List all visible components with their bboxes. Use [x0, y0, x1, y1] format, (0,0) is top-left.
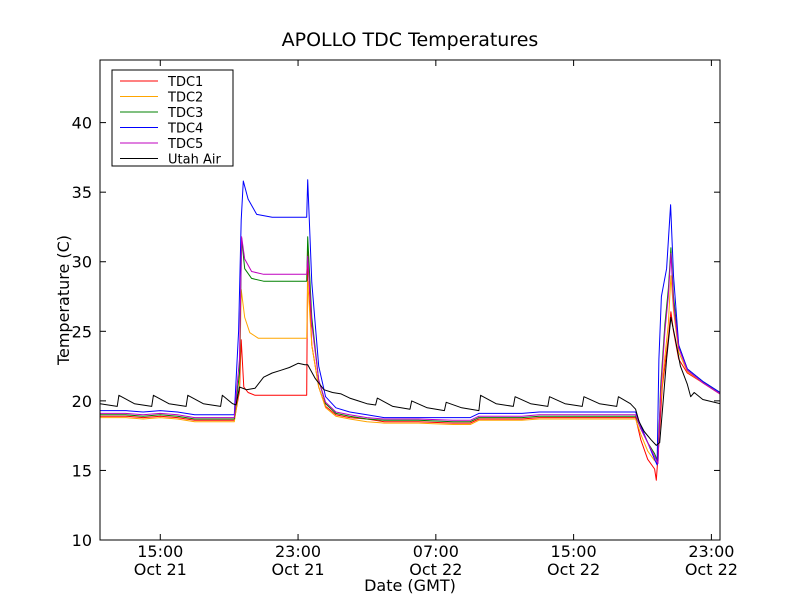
y-tick-label: 15 — [72, 461, 92, 480]
x-tick-label-date: Oct 22 — [547, 560, 600, 579]
legend-label: TDC4 — [167, 122, 203, 137]
y-axis-label: Temperature (C) — [54, 235, 73, 366]
legend-box — [111, 69, 234, 167]
legend-label: TDC5 — [167, 137, 203, 152]
legend-label: Utah Air — [168, 153, 221, 168]
legend-label: TDC3 — [167, 106, 203, 121]
x-tick-label-date: Oct 22 — [409, 560, 462, 579]
y-tick-label: 10 — [72, 531, 92, 550]
x-tick-label-date: Oct 21 — [272, 560, 325, 579]
x-tick-label-date: Oct 22 — [685, 560, 738, 579]
series-lines — [100, 179, 720, 481]
legend-label: TDC2 — [167, 91, 203, 106]
y-axis-ticks: 10 15 20 25 30 35 40 — [72, 114, 720, 550]
series-line-tdc5 — [100, 236, 720, 464]
x-tick-label-time: 07:00 — [413, 542, 459, 561]
plot-frame — [99, 59, 721, 541]
y-tick-label: 25 — [72, 322, 92, 341]
series-line-tdc2 — [100, 275, 720, 463]
y-tick-label: 35 — [72, 183, 92, 202]
legend-label: TDC1 — [167, 75, 203, 90]
chart-title: APOLLO TDC Temperatures — [282, 29, 539, 51]
x-tick-label-time: 23:00 — [275, 542, 321, 561]
x-tick-label-time: 23:00 — [688, 542, 734, 561]
x-tick-label-date: Oct 21 — [134, 560, 187, 579]
series-line-tdc1 — [100, 250, 720, 481]
series-line-utah-air — [100, 316, 720, 446]
y-tick-label: 40 — [72, 114, 92, 133]
y-tick-label: 30 — [72, 253, 92, 272]
x-axis-label: Date (GMT) — [364, 576, 456, 595]
series-line-tdc4 — [100, 179, 720, 466]
x-tick-label-time: 15:00 — [137, 542, 183, 561]
x-tick-label-time: 15:00 — [551, 542, 597, 561]
y-tick-label: 20 — [72, 392, 92, 411]
series-line-tdc3 — [100, 236, 720, 463]
